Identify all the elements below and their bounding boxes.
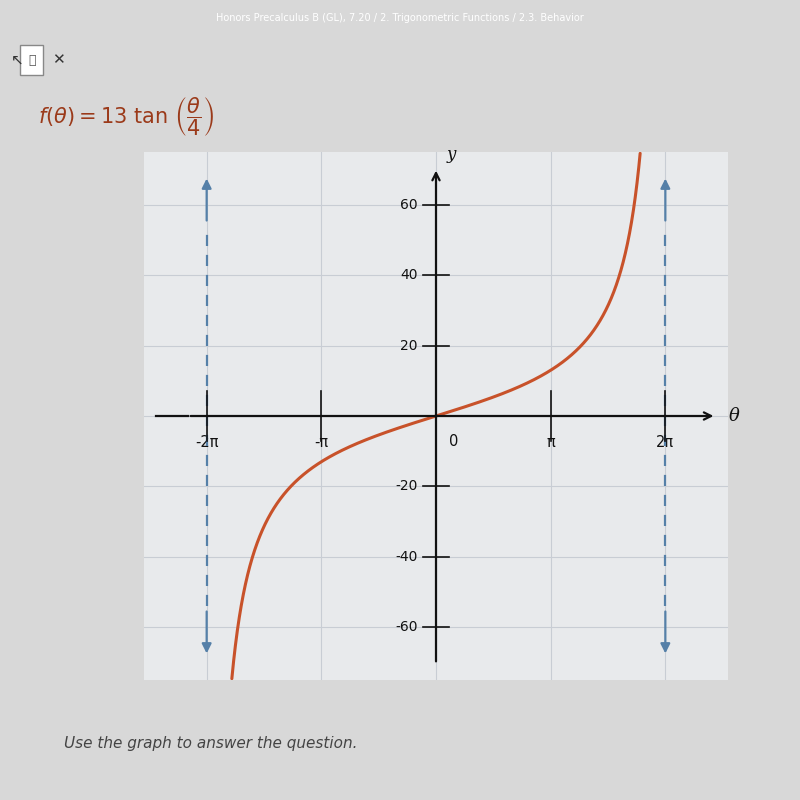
Text: 2π: 2π: [656, 435, 674, 450]
Text: 0: 0: [449, 434, 458, 449]
Text: y: y: [447, 146, 456, 162]
FancyBboxPatch shape: [20, 45, 43, 75]
Text: θ: θ: [729, 407, 740, 425]
Text: ✕: ✕: [52, 53, 65, 67]
Text: 20: 20: [400, 338, 418, 353]
Text: Honors Precalculus B (GL), 7.20 / 2. Trigonometric Functions / 2.3. Behavior: Honors Precalculus B (GL), 7.20 / 2. Tri…: [216, 13, 584, 23]
Text: -60: -60: [395, 620, 418, 634]
Text: ↖: ↖: [10, 53, 23, 67]
Text: $f(\theta) = 13\ \mathrm{tan}\ \left(\dfrac{\theta}{4}\right)$: $f(\theta) = 13\ \mathrm{tan}\ \left(\df…: [38, 94, 214, 138]
Text: Use the graph to answer the question.: Use the graph to answer the question.: [64, 736, 358, 751]
Text: -40: -40: [395, 550, 418, 564]
Text: π: π: [546, 435, 555, 450]
Text: 60: 60: [400, 198, 418, 212]
Text: 40: 40: [400, 268, 418, 282]
Text: ⧉: ⧉: [28, 54, 35, 66]
Text: -π: -π: [314, 435, 328, 450]
Text: -2π: -2π: [195, 435, 218, 450]
Text: -20: -20: [395, 479, 418, 494]
